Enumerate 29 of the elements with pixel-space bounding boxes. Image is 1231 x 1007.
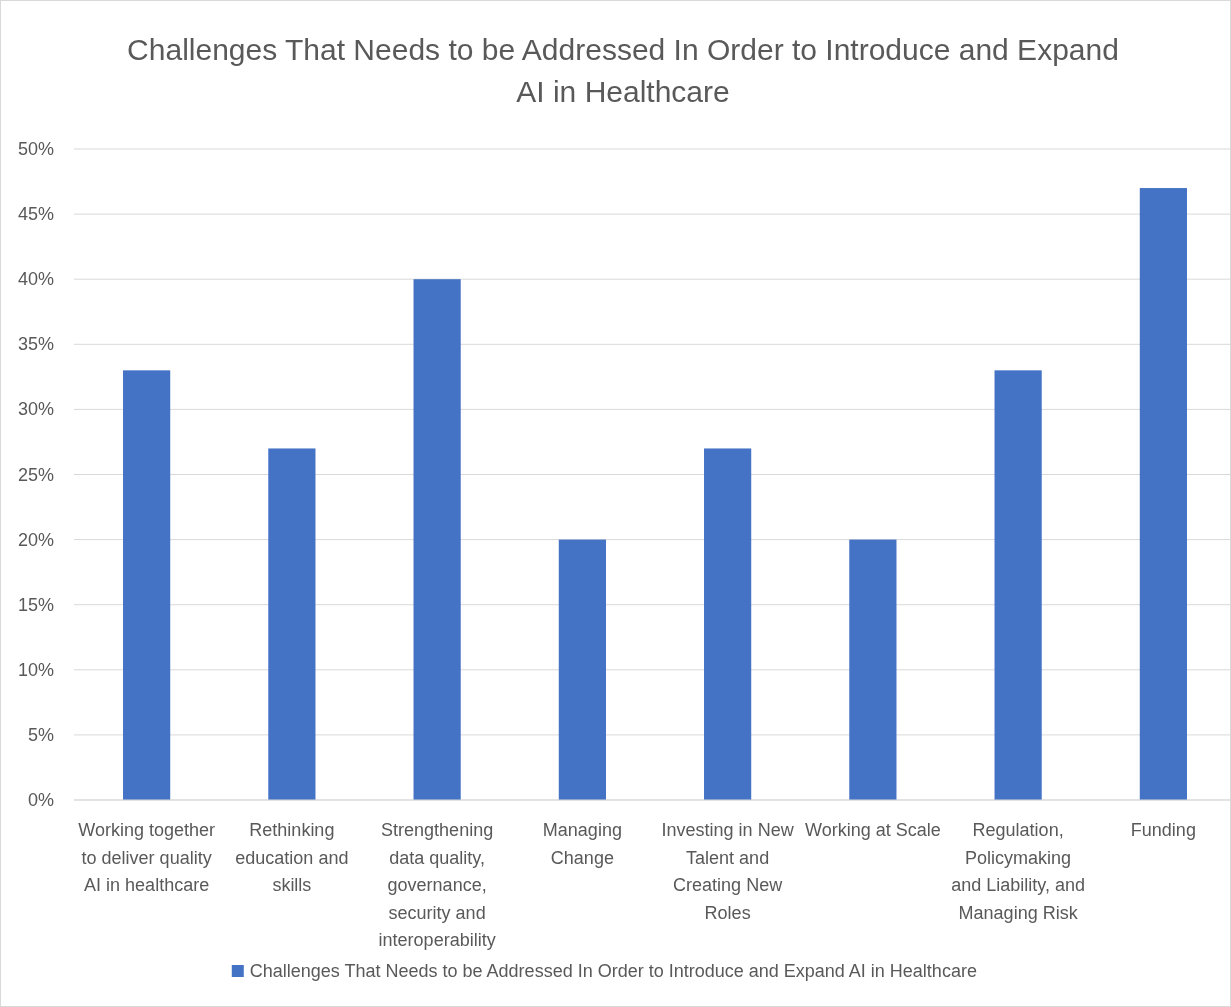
y-tick-label: 25% <box>17 464 54 485</box>
bar <box>704 448 752 800</box>
y-tick-label: 35% <box>17 334 54 355</box>
x-tick-label: Managing Change <box>542 820 622 868</box>
x-tick-label: Rethinking education and skills <box>235 820 349 895</box>
y-tick-label: 45% <box>17 204 54 225</box>
chart-title: Challenges That Needs to be Addressed In Order to Introduce and Expand AI in Healthcare <box>127 33 1119 108</box>
bar <box>123 370 171 800</box>
y-tick-label: 50% <box>17 139 54 159</box>
y-tick-label: 15% <box>17 594 54 615</box>
x-tick-label: Working together to deliver quality AI in healthcare <box>78 820 215 895</box>
bar <box>413 279 461 800</box>
y-tick-label: 10% <box>17 659 54 680</box>
x-tick-label: Investing in New Talent and Creating New Roles <box>661 820 795 923</box>
y-tick-label: 40% <box>17 269 54 290</box>
y-tick-label: 5% <box>27 724 54 745</box>
bar <box>994 370 1042 800</box>
x-tick-label: Working at Scale <box>805 820 941 840</box>
x-tick-label: Funding <box>1130 820 1196 840</box>
y-tick-label: 20% <box>17 529 54 550</box>
x-tick-label: Regulation, Policymaking and Liability, and Managing Risk <box>951 820 1086 923</box>
bar <box>849 539 897 800</box>
y-tick-label: 30% <box>17 399 54 420</box>
legend-label: Challenges That Needs to be Addressed In Order to Introduce and Expand AI in Healthcare <box>249 961 977 981</box>
bar <box>558 539 606 800</box>
bar <box>1139 188 1187 800</box>
x-tick-label: Strengthening data quality, governance, security and interoperability <box>378 820 496 950</box>
y-tick-label: 0% <box>27 790 54 810</box>
bar <box>268 448 316 800</box>
